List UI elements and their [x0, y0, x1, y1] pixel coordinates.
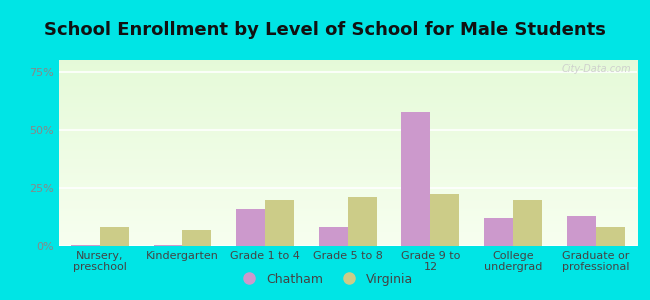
Bar — [71, 245, 100, 246]
Bar — [595, 227, 625, 246]
Bar — [183, 230, 211, 246]
Bar — [513, 200, 542, 246]
Bar — [153, 245, 183, 246]
Legend: Chatham, Virginia: Chatham, Virginia — [231, 268, 419, 291]
Bar — [236, 209, 265, 246]
Bar — [100, 227, 129, 246]
Text: City-Data.com: City-Data.com — [562, 64, 631, 74]
Bar — [484, 218, 513, 246]
Bar — [430, 194, 460, 246]
Text: School Enrollment by Level of School for Male Students: School Enrollment by Level of School for… — [44, 21, 606, 39]
Bar — [402, 112, 430, 246]
Bar — [348, 197, 377, 246]
Bar — [318, 227, 348, 246]
Bar — [567, 216, 595, 246]
Bar — [265, 200, 294, 246]
